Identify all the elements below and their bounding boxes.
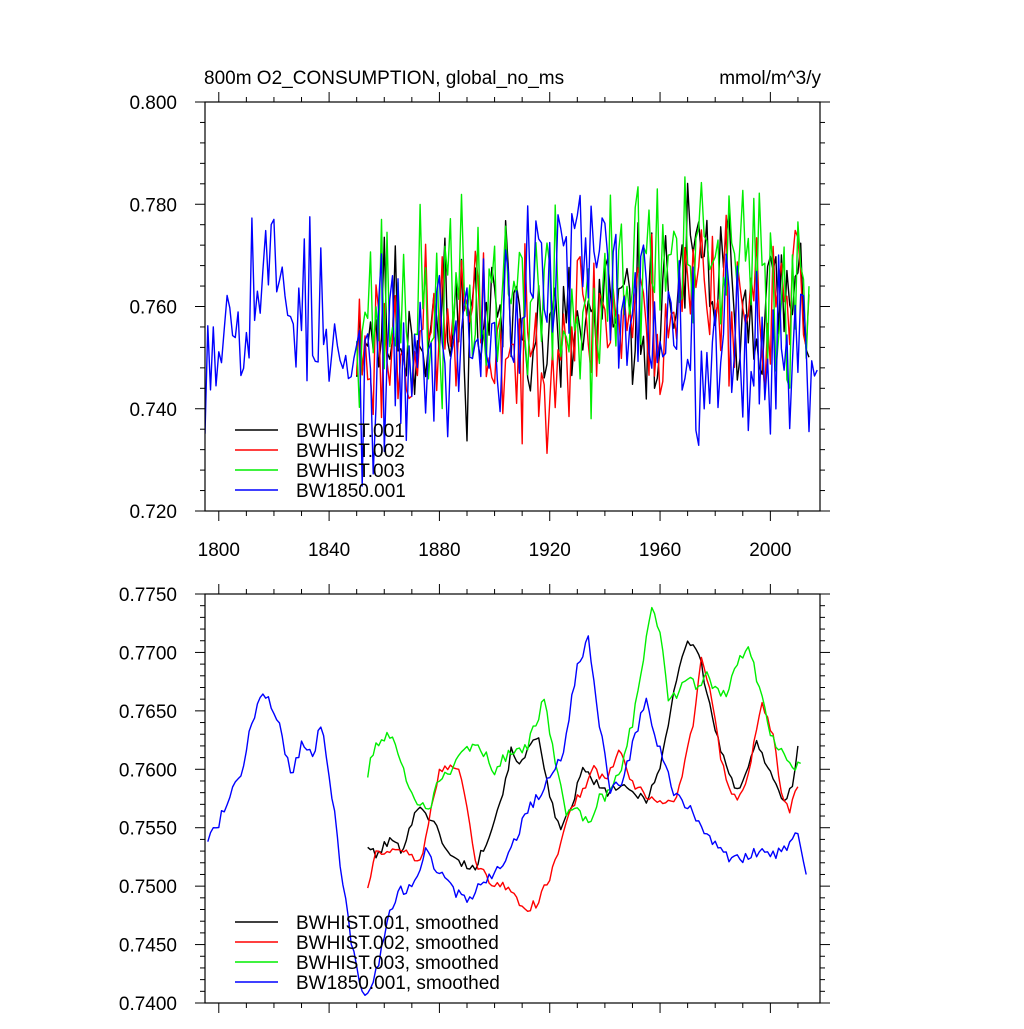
bottom-panel: 0.7400 0.7450 0.7500 0.7550 0.7600 0.7650 0.77…	[119, 584, 830, 1015]
legend-label: BWHIST.001	[296, 421, 405, 442]
series-line-bw1850-001-smoothed	[207, 635, 807, 996]
y-tick-label: 0.7500	[119, 877, 177, 898]
legend-label: BW1850.001	[296, 481, 406, 502]
legend-label: BWHIST.003, smoothed	[296, 953, 499, 974]
series-line-bw1850-001	[205, 194, 818, 487]
x-tick-label: 1920	[529, 540, 571, 561]
y-tick-label: 0.7700	[119, 643, 177, 664]
top-axes: 1800 1840 1880 1920 1960 2000 0.720 0.740 0.760 0…	[129, 92, 830, 561]
y-tick-label: 0.800	[129, 93, 177, 114]
series-line-bwhist-002	[356, 214, 810, 454]
y-tick-label: 0.7750	[119, 585, 177, 606]
legend-label: BW1850.001, smoothed	[296, 973, 500, 994]
bottom-series-lines	[207, 606, 807, 996]
top-series-lines	[205, 176, 818, 487]
x-tick-label: 1800	[198, 540, 240, 561]
bottom-axes: 0.7400 0.7450 0.7500 0.7550 0.7600 0.7650 0.77…	[119, 584, 830, 1015]
series-line-bwhist-001-smoothed	[367, 640, 799, 871]
legend-label: BWHIST.002, smoothed	[296, 933, 499, 954]
legend-label: BWHIST.003	[296, 461, 405, 482]
chart-title: 800m O2_CONSUMPTION, global_no_ms	[204, 68, 564, 89]
chart-units: mmol/m^3/y	[719, 68, 821, 89]
x-tick-label: 1840	[308, 540, 350, 561]
y-tick-label: 0.7650	[119, 702, 177, 723]
series-line-bwhist-002-smoothed	[367, 656, 799, 912]
x-tick-label: 1960	[639, 540, 681, 561]
plot-frame	[204, 593, 821, 1004]
x-tick-label: 1880	[418, 540, 460, 561]
y-tick-label: 0.7600	[119, 760, 177, 781]
y-tick-label: 0.760	[129, 298, 177, 319]
series-line-bwhist-003-smoothed	[367, 606, 801, 824]
y-tick-label: 0.7450	[119, 936, 177, 957]
y-tick-label: 0.7400	[119, 994, 177, 1015]
x-tick-label: 2000	[749, 540, 791, 561]
y-tick-label: 0.780	[129, 195, 177, 216]
y-tick-label: 0.740	[129, 400, 177, 421]
top-panel: 800m O2_CONSUMPTION, global_no_ms mmol/m…	[129, 68, 830, 561]
legend-label: BWHIST.001, smoothed	[296, 913, 499, 934]
legend-label: BWHIST.002	[296, 441, 405, 462]
series-line-bwhist-003	[356, 176, 810, 420]
y-tick-label: 0.7550	[119, 819, 177, 840]
y-tick-label: 0.720	[129, 502, 177, 523]
